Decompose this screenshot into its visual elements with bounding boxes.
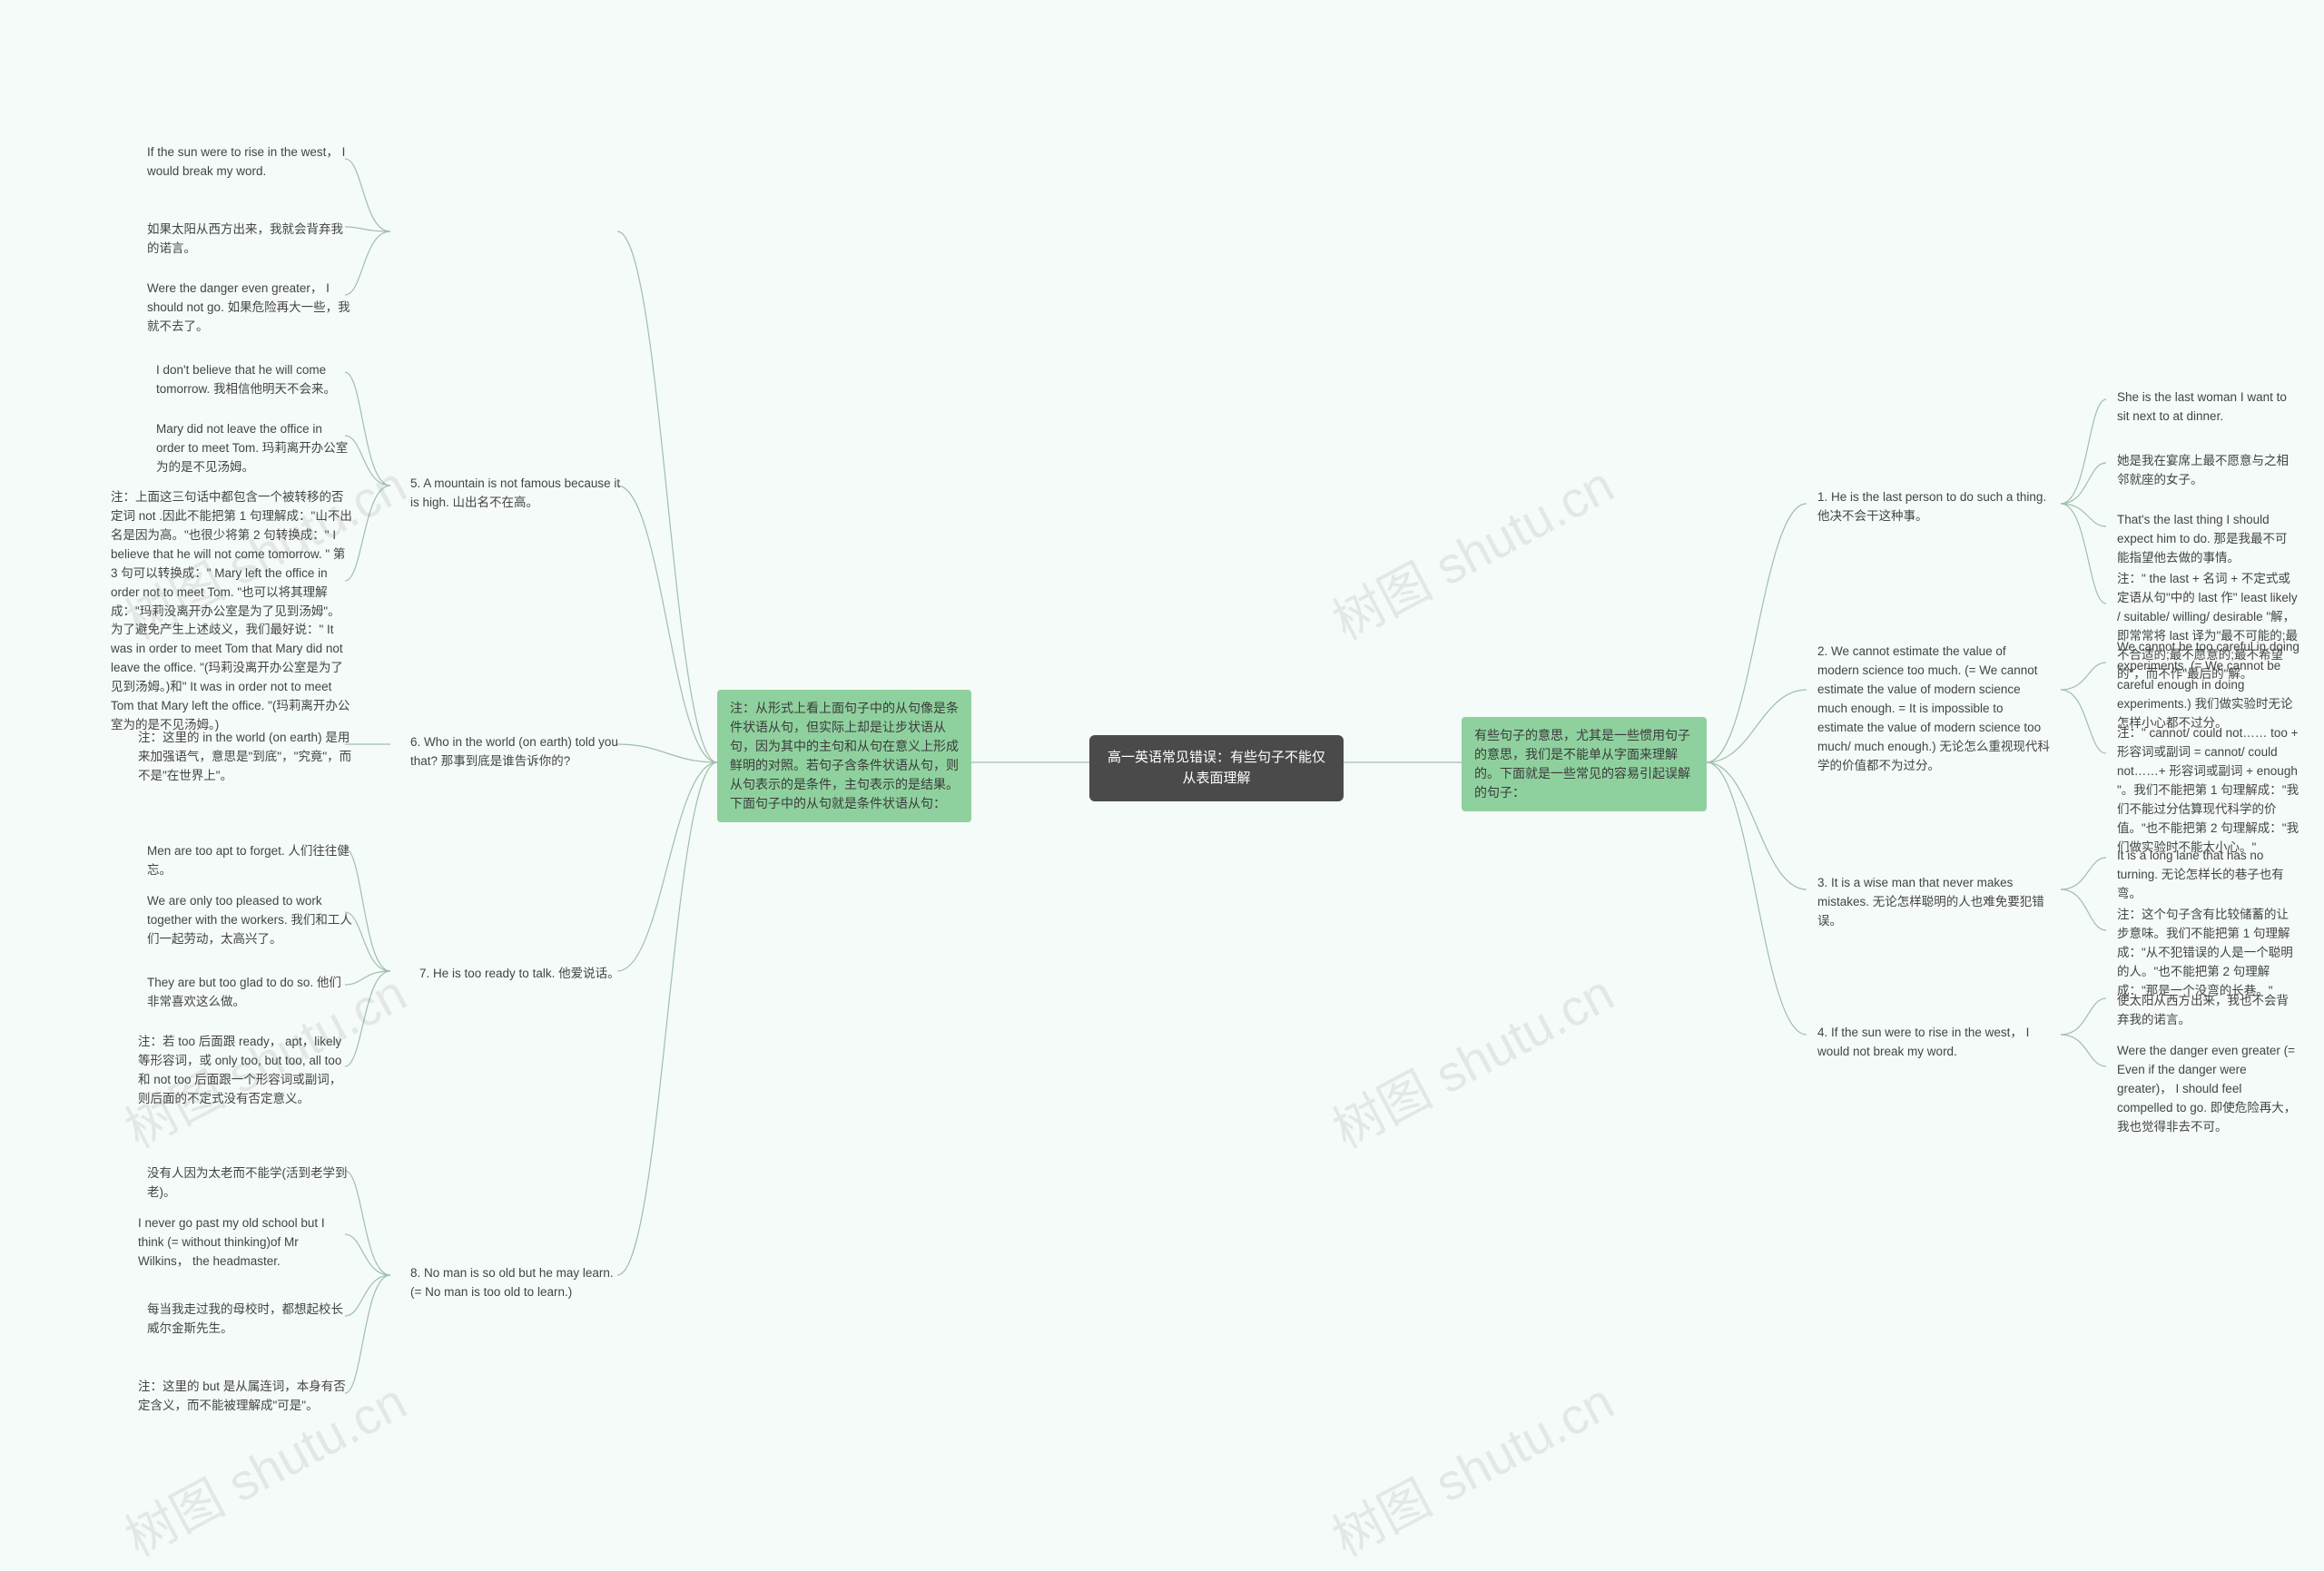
left-item-7: 7. He is too ready to talk. 他爱说话。 [409,957,635,991]
root-node: 高一英语常见错误：有些句子不能仅从表面理解 [1089,735,1344,801]
left-g3-child-3: 注：若 too 后面跟 ready， apt，likely 等形容词，或 onl… [127,1026,363,1116]
left-g4-child-1: I never go past my old school but I thin… [127,1207,363,1279]
right-item-1: 1. He is the last person to do such a th… [1807,481,2061,534]
right-item-3: 3. It is a wise man that never makes mis… [1807,867,2061,938]
left-g1-child-2: 注：上面这三句话中都包含一个被转移的否定词 not .因此不能把第 1 句理解成… [100,481,363,742]
watermark: 树图 shutu.cn [1318,953,1625,1163]
left-item-5: 5. A mountain is not famous because it i… [399,467,635,520]
right-item-4: 4. If the sun were to rise in the west， … [1807,1016,2061,1069]
left-g1-child-1: Mary did not leave the office in order t… [145,413,363,485]
left-g3-child-0: Men are too apt to forget. 人们往往健忘。 [136,835,363,888]
right-item-4-child-1: Were the danger even greater (= Even if … [2106,1035,2310,1144]
right-item-4-child-0: 使太阳从西方出来，我也不会背弃我的诺言。 [2106,985,2310,1037]
left-g4-child-3: 注：这里的 but 是从属连词，本身有否定含义，而不能被理解成"可是"。 [127,1370,363,1423]
left-g1-child-0: I don't believe that he will come tomorr… [145,354,363,407]
left-g3-child-2: They are but too glad to do so. 他们非常喜欢这么… [136,967,363,1019]
left-g0-child-1: 如果太阳从西方出来，我就会背弃我的诺言。 [136,213,363,266]
left-g0-child-0: If the sun were to rise in the west， I w… [136,136,363,189]
left-intro: 注：从形式上看上面句子中的从句像是条件状语从句，但实际上却是让步状语从句，因为其… [717,690,971,822]
right-item-1-child-1: 她是我在宴席上最不愿意与之相邻就座的女子。 [2106,445,2310,497]
left-item-6: 6. Who in the world (on earth) told you … [399,726,635,779]
right-intro: 有些句子的意思，尤其是一些惯用句子的意思，我们是不能单从字面来理解的。下面就是一… [1462,717,1707,811]
left-g2-child-0: 注：这里的 in the world (on earth) 是用来加强语气，意思… [127,722,363,793]
left-g0-child-2: Were the danger even greater， I should n… [136,272,363,344]
left-g4-child-2: 每当我走过我的母校时，都想起校长威尔金斯先生。 [136,1293,363,1346]
left-g4-child-0: 没有人因为太老而不能学(活到老学到老)。 [136,1157,363,1210]
watermark: 树图 shutu.cn [1318,445,1625,654]
right-item-1-child-0: She is the last woman I want to sit next… [2106,381,2310,434]
left-item-8: 8. No man is so old but he may learn. (=… [399,1257,635,1310]
left-g3-child-1: We are only too pleased to work together… [136,885,363,957]
right-item-2: 2. We cannot estimate the value of moder… [1807,635,2061,782]
watermark: 树图 shutu.cn [1318,1361,1625,1571]
